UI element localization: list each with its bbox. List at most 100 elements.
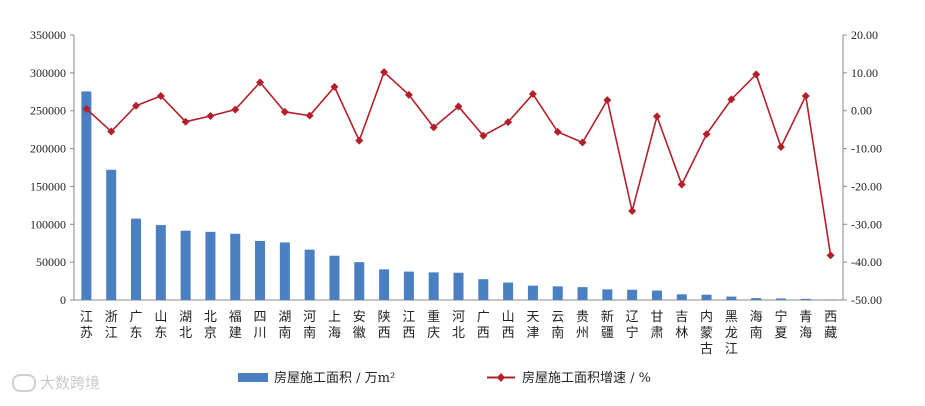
category-label: 浙江 xyxy=(105,310,118,341)
line-point xyxy=(82,104,91,113)
category-label: 江西 xyxy=(402,310,415,341)
category-label: 福建 xyxy=(229,310,242,341)
category-label: 青海 xyxy=(799,310,812,341)
line-point xyxy=(380,68,389,77)
legend-line-label: 房屋施工面积增速 / % xyxy=(522,370,651,386)
bar xyxy=(81,91,92,301)
category-label: 湖北 xyxy=(179,310,192,341)
line-point xyxy=(181,117,190,126)
category-label: 上海 xyxy=(328,310,341,341)
y-left-tick-label: 350000 xyxy=(30,28,66,42)
category-label: 山西 xyxy=(502,310,515,341)
y-right-tick-label: 20.00 xyxy=(851,28,878,42)
bar xyxy=(379,269,390,300)
bar xyxy=(527,285,538,300)
y-left-tick-label: 100000 xyxy=(30,217,66,231)
category-label: 重庆 xyxy=(427,309,440,341)
y-right-tick-label: 10.00 xyxy=(851,66,878,80)
bar xyxy=(205,231,216,300)
line-series-group xyxy=(82,68,835,260)
bar xyxy=(775,298,786,300)
bar xyxy=(676,294,687,300)
category-label: 宁夏 xyxy=(774,309,787,341)
bars-group xyxy=(81,91,836,301)
line-point xyxy=(330,82,339,91)
y-right-tick-label: -40.00 xyxy=(851,255,882,269)
category-label: 江苏 xyxy=(80,310,93,341)
line-point xyxy=(553,127,562,136)
category-label: 内蒙古 xyxy=(700,309,713,357)
category-label: 北京 xyxy=(204,310,217,341)
line-point xyxy=(603,96,612,105)
bar xyxy=(255,240,266,300)
axes-group: 0 50000 100000 150000 200000 250000 300000 3500… xyxy=(30,28,882,307)
line-point xyxy=(752,70,761,79)
category-label: 广东 xyxy=(130,310,143,341)
line-point xyxy=(454,102,463,111)
line-point xyxy=(528,90,537,99)
bar xyxy=(453,272,464,300)
bar xyxy=(800,298,811,300)
category-label: 广西 xyxy=(477,310,490,341)
bar xyxy=(106,169,117,300)
bar xyxy=(701,294,712,300)
line-point xyxy=(404,90,413,99)
category-label: 辽宁 xyxy=(626,310,639,341)
bar xyxy=(180,230,191,300)
y-left-tick-label: 50000 xyxy=(36,255,66,269)
category-label: 新疆 xyxy=(601,309,614,341)
bar xyxy=(577,287,588,300)
y-left-tick-label: 0 xyxy=(60,293,66,307)
line-point xyxy=(652,112,661,121)
category-label: 湖南 xyxy=(278,310,291,341)
legend-bar-swatch xyxy=(238,373,268,382)
bar xyxy=(503,282,514,300)
bar xyxy=(304,249,315,300)
legend: 房屋施工面积 / 万m² 房屋施工面积增速 / % xyxy=(238,370,651,386)
line-point xyxy=(156,91,165,100)
bar xyxy=(478,279,489,300)
line-point xyxy=(776,143,785,152)
bar xyxy=(329,255,340,300)
bar xyxy=(602,289,613,300)
y-right-tick-label: -50.00 xyxy=(851,293,882,307)
line-point xyxy=(132,101,141,110)
line-point xyxy=(578,138,587,147)
line-point xyxy=(801,91,810,100)
category-label: 山东 xyxy=(154,310,167,341)
bar xyxy=(726,296,737,300)
line-point xyxy=(355,136,364,145)
line-series-path xyxy=(85,70,832,256)
bar xyxy=(131,218,142,300)
bar xyxy=(552,286,563,300)
line-point xyxy=(727,95,736,104)
y-right-tick-label: -30.00 xyxy=(851,217,882,231)
category-label: 安徽 xyxy=(353,310,366,341)
line-point xyxy=(628,207,637,216)
watermark-logo-icon xyxy=(12,373,36,392)
category-label: 河南 xyxy=(303,310,316,341)
y-left-tick-label: 250000 xyxy=(30,104,66,118)
category-label: 海南 xyxy=(750,310,763,341)
y-right-tick-label: 0.00 xyxy=(851,104,872,118)
y-right-tick-label: -10.00 xyxy=(851,142,882,156)
line-point xyxy=(677,180,686,189)
line-point xyxy=(826,251,835,260)
line-point xyxy=(429,123,438,132)
category-label: 西藏 xyxy=(824,310,837,341)
category-label: 天津 xyxy=(526,310,539,341)
bar xyxy=(155,225,166,300)
line-point xyxy=(231,105,240,114)
line-point xyxy=(702,130,711,139)
category-label: 甘肃 xyxy=(650,310,663,341)
category-label: 陕西 xyxy=(378,310,391,341)
line-point xyxy=(107,127,116,136)
category-label: 黑龙江 xyxy=(725,310,738,357)
bar xyxy=(627,289,638,300)
line-point xyxy=(305,111,314,120)
bar xyxy=(825,299,836,301)
line-point xyxy=(479,131,488,140)
bar xyxy=(403,271,414,300)
category-label: 云南 xyxy=(551,310,564,341)
